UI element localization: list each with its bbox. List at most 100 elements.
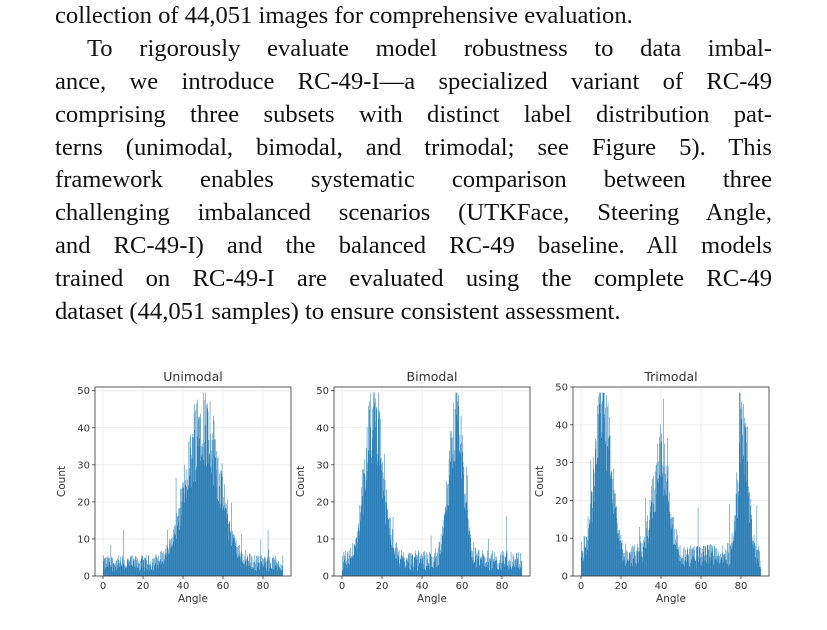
histogram-bar — [487, 550, 488, 576]
text-line-9: trained on RC-49-I are evaluated using t… — [55, 265, 772, 293]
histogram-bar — [695, 568, 697, 576]
histogram-bar — [743, 455, 744, 576]
histogram-bar — [641, 556, 642, 576]
histogram-bar — [380, 459, 381, 576]
histogram-bar — [520, 567, 521, 576]
histogram-bar — [648, 538, 650, 576]
histogram-bar — [144, 557, 145, 576]
histogram-bar — [615, 493, 616, 576]
histogram-bar — [510, 561, 511, 576]
histogram-bar — [612, 503, 614, 576]
histogram-bar — [275, 555, 276, 576]
histogram-bar — [270, 562, 271, 576]
histogram-bar — [595, 448, 596, 576]
histogram-bar — [177, 515, 179, 576]
histogram-bar — [163, 563, 164, 576]
histogram-bar — [368, 454, 370, 576]
histogram-bar — [362, 496, 363, 576]
histogram-bar — [673, 543, 675, 576]
histogram-bar — [700, 547, 702, 576]
histogram-bar — [222, 510, 224, 576]
histogram-bar — [457, 401, 459, 576]
histogram-bar — [587, 549, 588, 576]
histogram-bar — [355, 538, 357, 576]
histogram-bar — [626, 550, 627, 576]
histogram-bar — [223, 497, 224, 576]
histogram-bar — [671, 528, 672, 576]
histogram-bar — [508, 568, 509, 576]
histogram-bar — [651, 501, 652, 576]
histogram-bar — [705, 547, 706, 576]
histogram-bar — [746, 481, 748, 576]
histogram-bar — [727, 543, 729, 576]
histogram-bar — [442, 526, 443, 576]
text-line-6: framework enables systematic comparison … — [55, 166, 772, 194]
histogram-bar — [390, 534, 392, 576]
histogram-bar — [708, 549, 710, 576]
histogram-bar — [591, 490, 592, 576]
histogram-bar — [736, 493, 738, 576]
histogram-bar — [755, 545, 756, 576]
histogram-bar — [351, 556, 353, 576]
histogram-bar — [660, 424, 661, 576]
histogram-bar — [392, 516, 394, 576]
histogram-bar — [466, 517, 468, 576]
y-tick-label: 0 — [84, 572, 90, 583]
y-tick-label: 40 — [316, 423, 329, 434]
histogram-bar — [498, 569, 499, 576]
histogram-bar — [751, 519, 752, 576]
histogram-bar — [425, 570, 427, 576]
histogram-bar — [613, 468, 614, 576]
histogram-bar — [410, 552, 412, 576]
histogram-bar — [626, 563, 628, 576]
histogram-bar — [134, 559, 135, 576]
histogram-bar — [116, 570, 118, 576]
histogram-bar — [215, 487, 217, 576]
histogram-bar — [698, 556, 699, 576]
histogram-bar — [716, 559, 718, 576]
histogram-bar — [384, 480, 386, 576]
histogram-bar — [143, 567, 145, 576]
histogram-bar — [401, 554, 403, 576]
histogram-bar — [371, 457, 373, 576]
histogram-bar — [148, 556, 149, 576]
histogram-bar — [354, 544, 355, 576]
histogram-bar — [384, 495, 385, 576]
histogram-bar — [647, 542, 649, 576]
histogram-bar — [105, 563, 107, 576]
histogram-bar — [273, 569, 274, 576]
histogram-bar — [131, 555, 132, 576]
histogram-bar — [186, 497, 187, 576]
histogram-bar — [149, 570, 150, 576]
histogram-bar — [366, 447, 367, 576]
histogram-bar — [127, 560, 129, 576]
histogram-bar — [663, 495, 664, 576]
histogram-bar — [354, 544, 355, 576]
histogram-bar — [485, 567, 486, 576]
histogram-bar — [279, 563, 281, 576]
histogram-bar — [249, 553, 251, 576]
histogram-bar — [502, 555, 504, 576]
histogram-bar — [225, 503, 226, 576]
histogram-bar — [155, 553, 157, 576]
histogram-bar — [678, 546, 680, 576]
histogram-bar — [349, 564, 351, 576]
histogram-bar — [711, 552, 712, 576]
histogram-bar — [492, 561, 494, 576]
histogram-bar — [170, 539, 171, 576]
x-tick-label: 40 — [177, 581, 190, 592]
histogram-bar — [643, 546, 644, 576]
histogram-bar — [471, 550, 472, 576]
histogram-bar — [281, 569, 283, 576]
histogram-bar — [276, 566, 277, 576]
histogram-bar — [242, 553, 244, 576]
histogram-bar — [376, 407, 377, 576]
histogram-bar — [735, 515, 736, 576]
histogram-bar — [139, 569, 141, 576]
histogram-bar — [424, 568, 425, 576]
histogram-bar — [590, 503, 591, 576]
histogram-bar — [398, 556, 399, 576]
histogram-bar — [263, 564, 265, 576]
histogram-bar — [366, 480, 367, 576]
histogram-bar — [391, 544, 393, 576]
